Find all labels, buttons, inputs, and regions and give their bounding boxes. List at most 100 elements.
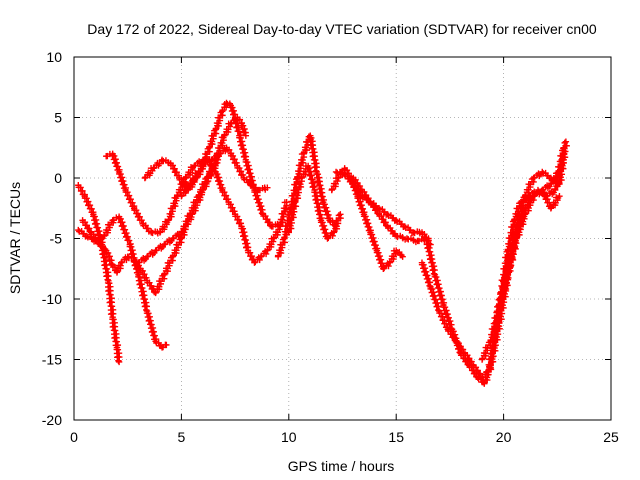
track-5-marker: [228, 107, 236, 115]
track-3-marker: [139, 271, 147, 278]
track-4-marker: [118, 177, 125, 185]
y-tick-label: -5: [50, 231, 63, 247]
track-6-marker: [239, 229, 246, 236]
track-14-marker: [420, 265, 427, 272]
track-14-marker: [433, 303, 440, 310]
track-5-point: [223, 99, 230, 107]
track-15-marker: [559, 162, 566, 170]
track-8-marker: [308, 134, 315, 142]
track-16-point: [556, 192, 563, 200]
track-1-marker: [113, 338, 120, 345]
track-14-marker: [424, 279, 432, 286]
track-2-marker: [136, 281, 143, 288]
track-2-marker: [118, 222, 126, 230]
track-8-marker: [312, 156, 319, 164]
track-5-marker: [244, 166, 251, 173]
track-6-marker: [247, 253, 254, 260]
track-6-marker: [282, 205, 289, 212]
track-4-marker: [124, 192, 131, 199]
track-15-marker: [557, 174, 564, 181]
track-4-marker: [117, 174, 124, 181]
track-6-marker: [279, 216, 286, 223]
data-points: [75, 99, 570, 387]
track-5-marker: [243, 162, 250, 169]
track-15-marker: [560, 151, 568, 158]
track-1-marker: [111, 327, 119, 334]
track-9-marker: [289, 211, 297, 218]
track-6-point: [283, 199, 290, 206]
track-8-marker: [307, 142, 315, 149]
track-9-point: [324, 235, 331, 242]
track-3-marker: [106, 257, 114, 264]
track-5-marker: [232, 120, 239, 127]
track-4-marker: [126, 196, 133, 203]
track-10-marker: [376, 256, 383, 264]
track-4-marker: [135, 213, 142, 221]
track-3-point: [242, 132, 250, 139]
track-6-marker: [227, 204, 235, 211]
track-6-marker: [242, 240, 249, 247]
track-9-marker: [312, 196, 319, 204]
track-16-marker: [510, 241, 518, 249]
track-14-marker: [488, 350, 496, 358]
track-2-marker: [122, 233, 130, 241]
x-tick-label: 5: [178, 429, 186, 445]
track-3-marker: [104, 253, 112, 260]
track-7-point: [214, 156, 222, 164]
track-5-marker: [246, 173, 254, 181]
track-13-marker: [429, 267, 436, 274]
track-6-marker: [234, 216, 241, 224]
track-2-marker: [139, 292, 146, 299]
track-2-marker: [144, 313, 152, 321]
x-tick-label: 25: [603, 429, 619, 445]
track-1-marker: [108, 303, 116, 310]
track-3-marker: [239, 125, 246, 133]
track-5-marker: [247, 177, 255, 184]
track-1-marker: [106, 280, 113, 287]
track-1-marker: [94, 228, 101, 235]
track-4-point: [216, 150, 224, 157]
track-14-marker: [423, 275, 431, 283]
y-tick-label: 5: [54, 110, 62, 126]
track-9-marker: [319, 222, 326, 230]
track-5-marker: [240, 149, 247, 157]
track-13-marker: [426, 256, 434, 263]
track-9-marker: [297, 180, 304, 188]
track-9-marker: [306, 172, 313, 180]
track-1-marker: [103, 273, 110, 280]
track-5-marker: [253, 196, 261, 203]
track-1-marker: [101, 254, 109, 262]
track-13-marker: [435, 288, 443, 296]
track-5-marker: [169, 165, 177, 173]
track-6-marker: [221, 192, 228, 199]
track-15-marker: [494, 309, 502, 316]
track-10-marker: [363, 220, 370, 227]
track-1-marker: [83, 198, 90, 205]
track-10-marker: [368, 234, 375, 242]
track-15-marker: [561, 139, 568, 147]
track-5-marker: [237, 142, 245, 149]
track-2-marker: [148, 328, 156, 336]
track-8-marker: [309, 153, 317, 160]
track-1-marker: [91, 217, 98, 224]
track-6-point: [257, 253, 265, 260]
track-14-point: [478, 374, 486, 381]
track-16-marker: [502, 283, 509, 290]
track-4-marker: [110, 156, 118, 163]
track-8-marker: [322, 208, 329, 215]
track-2-marker: [121, 230, 128, 237]
track-4-point: [264, 184, 271, 191]
track-1-point: [115, 358, 123, 366]
track-10-marker: [374, 253, 382, 260]
track-13-marker: [433, 281, 440, 288]
track-8-marker: [310, 145, 317, 153]
track-13-marker: [430, 270, 438, 277]
x-tick-label: 0: [70, 429, 78, 445]
track-10-point: [399, 253, 406, 260]
track-9-marker: [287, 222, 294, 230]
track-15-point: [562, 138, 570, 145]
track-2-marker: [147, 324, 155, 332]
x-axis-label: GPS time / hours: [288, 458, 395, 474]
track-5-marker: [233, 124, 240, 131]
